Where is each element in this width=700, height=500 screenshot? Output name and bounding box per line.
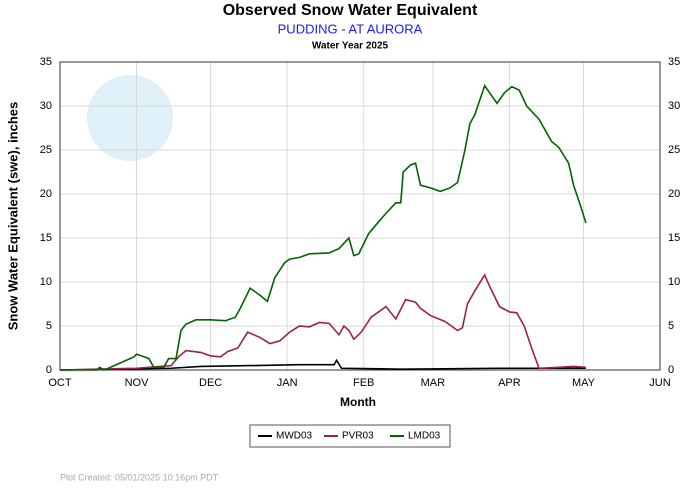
logo bbox=[87, 75, 173, 161]
chart-title: Observed Snow Water Equivalent bbox=[223, 2, 478, 19]
chart-subtitle: PUDDING - AT AURORA bbox=[278, 21, 423, 36]
x-tick-label: FEB bbox=[353, 377, 374, 389]
water-year: Water Year 2025 bbox=[312, 41, 389, 52]
x-axis-label: Month bbox=[340, 395, 376, 409]
series-line bbox=[59, 358, 586, 371]
y2-tick-label: 0 bbox=[668, 364, 674, 376]
y-tick-label: 35 bbox=[40, 56, 52, 68]
footnote: Plot Created: 05/01/2025 10:16pm PDT bbox=[60, 472, 219, 482]
y2-tick-label: 10 bbox=[668, 276, 680, 288]
series-line bbox=[59, 273, 586, 371]
y-tick-label: 5 bbox=[46, 320, 52, 332]
x-tick-label: OCT bbox=[48, 377, 72, 389]
legend-label: PVR03 bbox=[342, 431, 374, 442]
y-axis-label: Snow Water Equivalent (swe), inches bbox=[5, 102, 20, 331]
legend-box bbox=[249, 424, 451, 448]
legend-label: MWD03 bbox=[276, 431, 313, 442]
y-tick-label: 20 bbox=[40, 188, 52, 200]
x-tick-label: JAN bbox=[277, 377, 298, 389]
y2-tick-label: 15 bbox=[668, 232, 680, 244]
y-tick-label: 15 bbox=[40, 232, 52, 244]
y2-tick-label: 20 bbox=[668, 188, 680, 200]
y2-tick-label: 30 bbox=[668, 100, 680, 112]
y2-tick-label: 35 bbox=[668, 56, 680, 68]
y-tick-label: 30 bbox=[40, 100, 52, 112]
x-tick-label: DEC bbox=[199, 377, 222, 389]
series-line bbox=[60, 84, 587, 371]
legend-label: LMD03 bbox=[408, 431, 441, 442]
x-tick-label: NOV bbox=[125, 377, 150, 389]
y-tick-label: 10 bbox=[40, 276, 52, 288]
y2-tick-label: 25 bbox=[668, 144, 680, 156]
x-tick-label: MAY bbox=[572, 377, 596, 389]
x-tick-label: JUN bbox=[649, 377, 670, 389]
x-tick-label: APR bbox=[498, 377, 521, 389]
x-tick-label: MAR bbox=[421, 377, 446, 389]
y-tick-label: 25 bbox=[40, 144, 52, 156]
y2-tick-label: 5 bbox=[668, 320, 674, 332]
plot-frame bbox=[59, 61, 661, 371]
y-tick-label: 0 bbox=[46, 364, 52, 376]
